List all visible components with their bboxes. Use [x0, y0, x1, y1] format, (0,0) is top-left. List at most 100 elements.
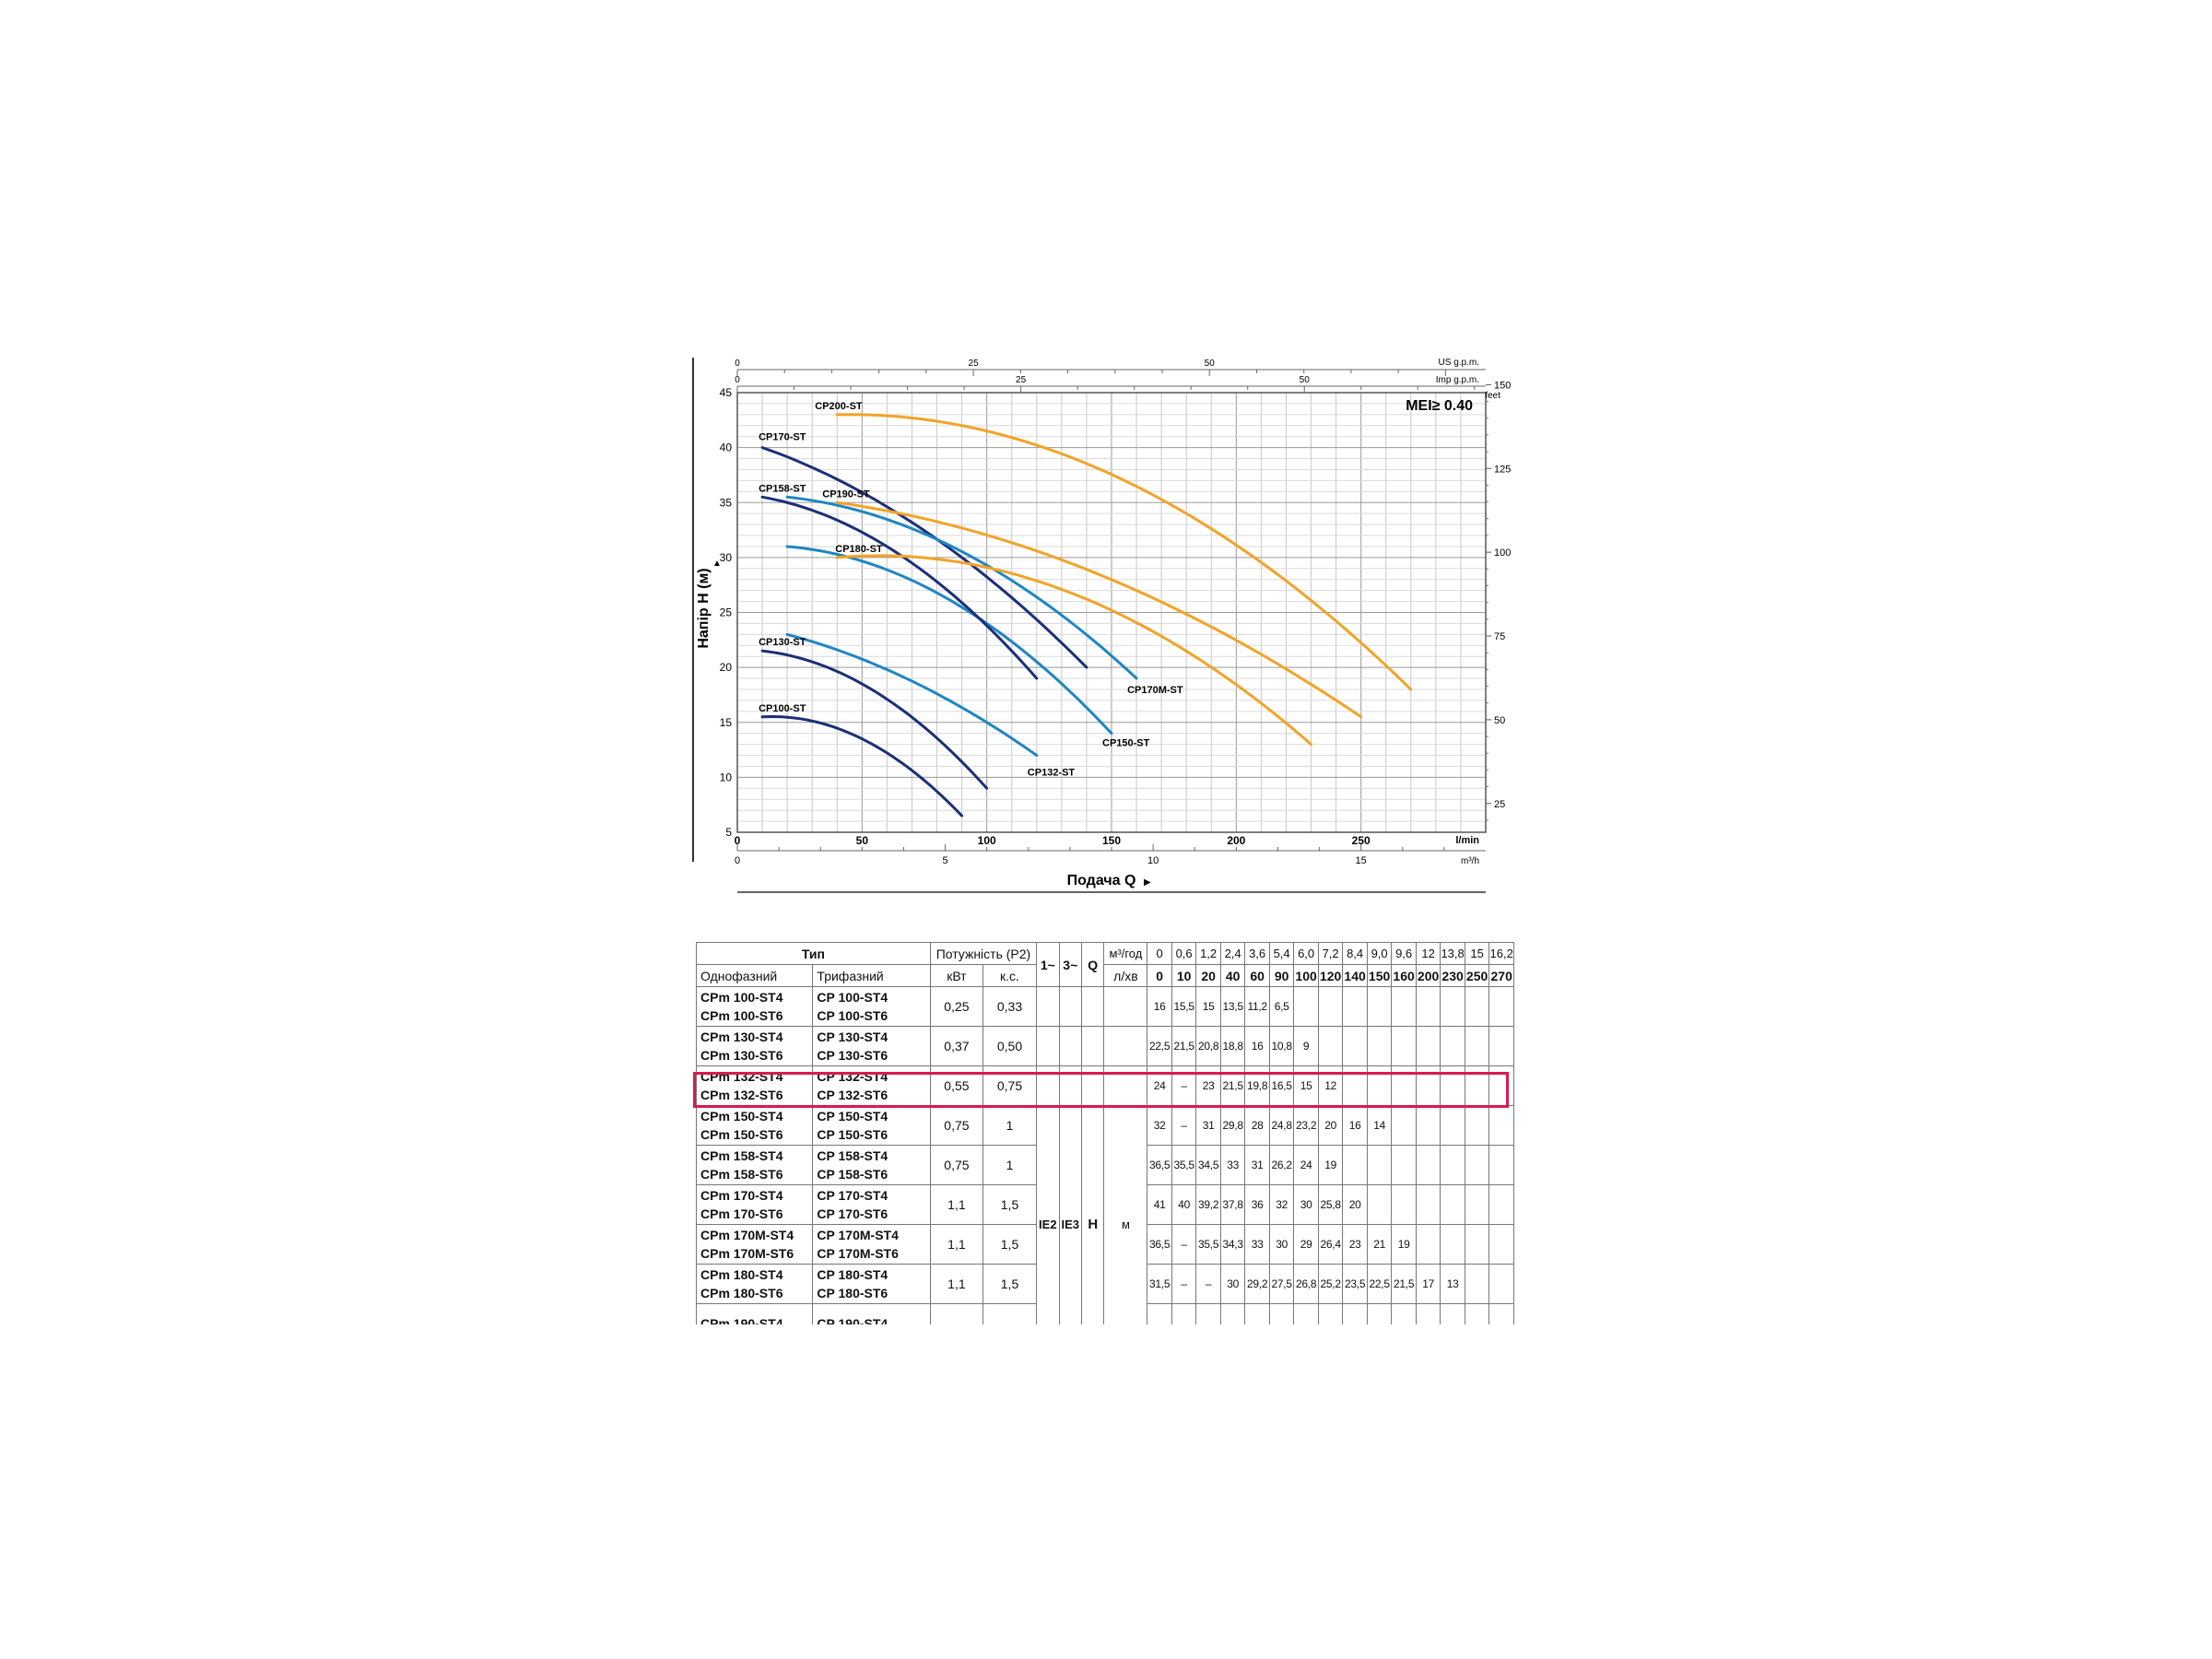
head-value: 23: [1342, 1224, 1368, 1265]
head-value: [1415, 1303, 1441, 1324]
model-single-1: CPm 170-ST4: [700, 1188, 783, 1203]
head-value: [1171, 1303, 1197, 1324]
head-value: [1342, 1026, 1368, 1066]
head-value: 13: [1440, 1264, 1465, 1304]
head-value: [1464, 1224, 1490, 1265]
model-three-2: CP 100-ST6: [817, 1008, 888, 1023]
head-value: 22,5: [1147, 1026, 1172, 1066]
highlighted-row-frame: [693, 1072, 1509, 1108]
head-value: 36,5: [1147, 1145, 1172, 1185]
h-cell: H: [1080, 1105, 1105, 1324]
head-value: [1488, 1184, 1514, 1225]
q-m3h: 16,2: [1488, 942, 1514, 965]
head-value: 10,8: [1268, 1026, 1295, 1066]
three-phase-cell: CP 170-ST4 CP 170-ST6: [812, 1184, 931, 1225]
q-lmin: 60: [1244, 964, 1270, 987]
model-three-1: CP 180-ST4: [817, 1267, 888, 1282]
model-single-2: CPm 170-ST6: [700, 1206, 783, 1221]
ph1-cell: [1036, 986, 1060, 1027]
head-value: [1415, 1184, 1441, 1225]
y-tick-label: 45: [720, 386, 733, 399]
power-kw: 0,75: [929, 1105, 983, 1146]
q-lmin: 150: [1366, 964, 1393, 987]
three-phase-cell: CP 100-ST4 CP 100-ST6: [812, 986, 931, 1027]
model-three-2: CP 170-ST6: [817, 1206, 888, 1221]
table-row: CPm 100-ST4 CPm 100-ST6 CP 100-ST4 CP 100-S…: [696, 986, 1514, 1027]
header-hp: к.с.: [982, 964, 1038, 987]
header-power: Потужність (P2): [929, 942, 1038, 965]
head-value: 18,8: [1219, 1026, 1246, 1066]
model-single-1: CPm 150-ST4: [700, 1109, 783, 1124]
curve-label-cp170-st: CP170-ST: [759, 432, 806, 443]
head-value: [1268, 1303, 1295, 1324]
curve-cp132-st: [785, 632, 1039, 757]
x-axis-m3h-unit: m³/h: [1461, 856, 1479, 866]
table-row: CPm 170-ST4 CPm 170-ST6 CP 170-ST4 CP 170-S…: [696, 1184, 1514, 1225]
feet-tick-label: 100: [1494, 547, 1511, 559]
head-value: 31: [1195, 1105, 1221, 1146]
imp-gpm-tick-label: 0: [735, 375, 740, 385]
q-m3h: 0: [1147, 942, 1172, 965]
header-kw: кВт: [929, 964, 983, 987]
curve-label-cp200-st: CP200-ST: [815, 401, 863, 412]
three-phase-cell: CP 158-ST4 CP 158-ST6: [812, 1145, 931, 1185]
head-value: 16: [1244, 1026, 1270, 1066]
head-value: 15: [1195, 986, 1221, 1027]
y-tick-label: 20: [720, 661, 733, 674]
q-m3h: 0,6: [1171, 942, 1197, 965]
y-tick-label: 40: [720, 441, 733, 454]
head-value: 29: [1293, 1224, 1319, 1265]
head-value: [1488, 1145, 1514, 1185]
head-value: 32: [1147, 1105, 1172, 1146]
model-single-2: CPm 150-ST6: [700, 1127, 783, 1142]
model-single-1: CPm 180-ST4: [700, 1267, 783, 1282]
x-tick-label: 100: [978, 834, 996, 847]
head-value: 30: [1293, 1184, 1319, 1225]
power-hp: 1,5: [982, 1224, 1038, 1265]
y-axis-label: Напір H (м): [696, 568, 712, 648]
head-value: [1488, 986, 1514, 1027]
head-value: [1342, 986, 1368, 1027]
head-value: [1440, 1145, 1465, 1185]
head-value: [1440, 1224, 1465, 1265]
head-value: 34,5: [1195, 1145, 1221, 1185]
head-value: 31,5: [1147, 1264, 1172, 1304]
head-value: –: [1171, 1264, 1197, 1304]
head-value: [1391, 986, 1417, 1027]
unit-cell: [1103, 986, 1148, 1027]
q-cell: [1080, 1026, 1105, 1066]
head-value: 30: [1219, 1264, 1246, 1304]
us-gpm-tick-label: 25: [969, 359, 980, 369]
head-value: [1415, 1026, 1441, 1066]
head-value: [1342, 1303, 1368, 1324]
q-lmin: 230: [1440, 964, 1465, 987]
x-tick-label: 0: [735, 834, 741, 847]
head-value: 6,5: [1268, 986, 1295, 1027]
table-row: CPm 150-ST4 CPm 150-ST6 CP 150-ST4 CP 150-S…: [696, 1105, 1514, 1324]
head-value: 19: [1317, 1145, 1344, 1185]
head-value: 25,8: [1317, 1184, 1344, 1225]
single-phase-cell: CPm 170M-ST4 CPm 170M-ST6: [696, 1224, 814, 1265]
model-three-2: CP 130-ST6: [817, 1048, 888, 1063]
head-value: 28: [1244, 1105, 1270, 1146]
head-value: [1440, 1184, 1465, 1225]
table-row: CPm 190-ST4 CP 190-ST4: [696, 1303, 1514, 1324]
head-value: 16: [1342, 1105, 1368, 1146]
performance-table: Тип Потужність (P2) 1~ 3~ Q м³/год 0 0,6…: [696, 942, 1514, 1324]
head-value: [1440, 1303, 1465, 1324]
head-value: –: [1171, 1224, 1197, 1265]
head-value: 24: [1293, 1145, 1319, 1185]
table-row: CPm 180-ST4 CPm 180-ST6 CP 180-ST4 CP 180-S…: [696, 1264, 1514, 1304]
q-lmin: 20: [1195, 964, 1221, 987]
x-tick-label: 250: [1352, 834, 1371, 847]
head-value: 35,5: [1171, 1145, 1197, 1185]
h-unit-cell: м: [1103, 1105, 1148, 1324]
head-value: [1415, 1224, 1441, 1265]
head-value: 33: [1219, 1145, 1246, 1185]
head-value: [1366, 1026, 1393, 1066]
model-single-1: CPm 100-ST4: [700, 990, 783, 1005]
three-phase-cell: CP 180-ST4 CP 180-ST6: [812, 1264, 931, 1304]
x-axis-unit: l/min: [1455, 835, 1479, 846]
q-lmin: 90: [1268, 964, 1295, 987]
head-value: 31: [1244, 1145, 1270, 1185]
